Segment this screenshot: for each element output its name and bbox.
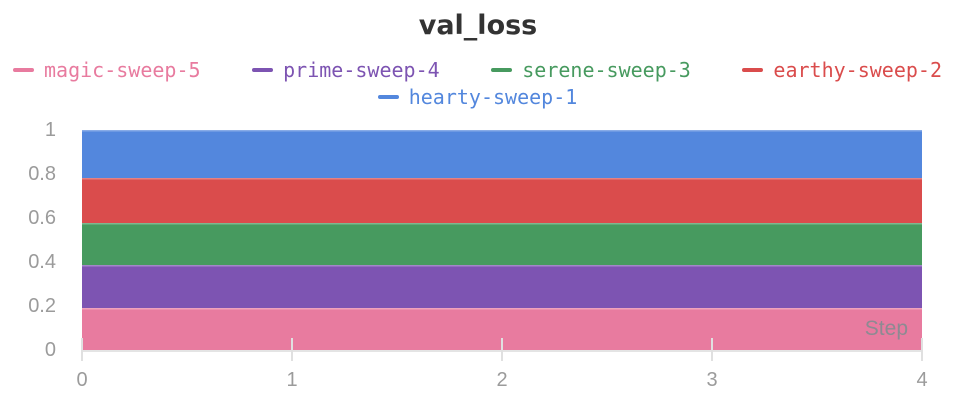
legend-item-hearty-sweep-1[interactable]: hearty-sweep-1 (377, 85, 578, 109)
x-tick-mark (81, 338, 83, 361)
legend-swatch-icon (252, 68, 274, 72)
legend-label: magic-sweep-5 (44, 58, 201, 82)
plot-area[interactable] (82, 130, 922, 352)
x-tick-label: 1 (286, 369, 298, 391)
area-band-earthy-sweep-2 (82, 177, 922, 223)
x-tick-mark (921, 338, 923, 361)
x-tick-label: 2 (496, 369, 508, 391)
y-tick-label: 0.8 (28, 163, 56, 185)
x-tick-label: 4 (916, 369, 928, 391)
legend-swatch-icon (742, 68, 764, 72)
legend-label: hearty-sweep-1 (408, 85, 578, 109)
y-tick-label: 0.6 (28, 207, 56, 229)
y-tick-label: 0.2 (28, 295, 56, 317)
legend-item-prime-sweep-4[interactable]: prime-sweep-4 (252, 58, 440, 82)
legend-swatch-icon (377, 95, 399, 99)
y-tick-label: 0.4 (28, 251, 56, 273)
legend-item-earthy-sweep-2[interactable]: earthy-sweep-2 (742, 58, 942, 82)
legend-item-magic-sweep-5[interactable]: magic-sweep-5 (13, 58, 201, 82)
x-tick-mark (711, 338, 713, 361)
y-tick-label: 1 (44, 119, 56, 141)
chart-title: val_loss (418, 10, 538, 41)
area-band-serene-sweep-3 (82, 222, 922, 266)
legend-label: prime-sweep-4 (283, 58, 440, 82)
x-tick-label: 0 (76, 369, 88, 391)
legend-row-1: magic-sweep-5 prime-sweep-4 serene-sweep-3… (13, 58, 942, 82)
legend-swatch-icon (13, 68, 34, 72)
legend-label: serene-sweep-3 (522, 58, 691, 82)
y-tick-label: 0 (44, 339, 56, 361)
area-band-hearty-sweep-1 (82, 130, 922, 178)
legend-label: earthy-sweep-2 (773, 58, 942, 82)
x-tick-label: 3 (706, 369, 718, 391)
x-tick-mark (501, 338, 503, 361)
x-axis-title: Step (864, 317, 908, 340)
area-band-prime-sweep-4 (82, 265, 922, 309)
legend-item-serene-sweep-3[interactable]: serene-sweep-3 (491, 58, 691, 82)
legend-row-2: hearty-sweep-1 (13, 85, 942, 109)
x-tick-mark (291, 338, 293, 361)
legend-swatch-icon (491, 68, 513, 72)
